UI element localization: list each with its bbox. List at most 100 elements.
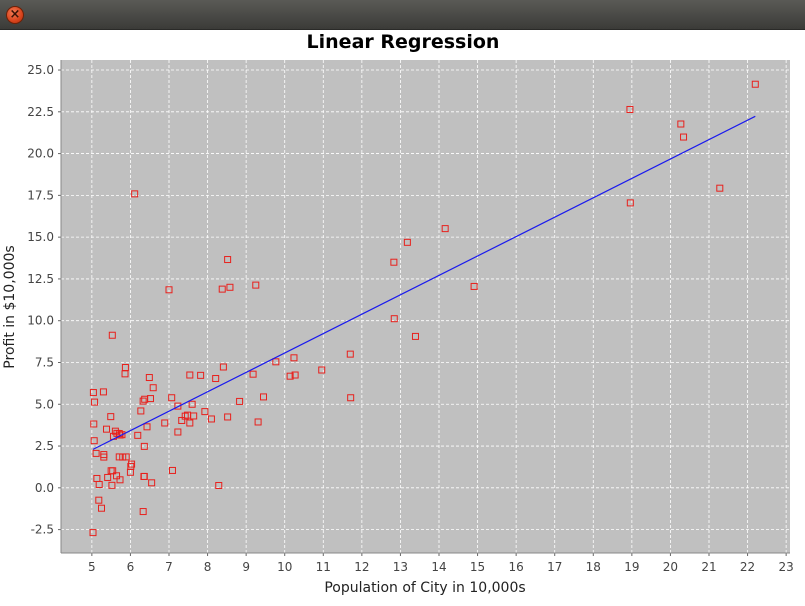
data-point bbox=[146, 395, 154, 403]
y-tick-label: -2.5 bbox=[31, 523, 54, 537]
y-tick-label: 12.5 bbox=[27, 272, 54, 286]
data-point bbox=[168, 394, 176, 402]
data-point bbox=[201, 408, 209, 416]
data-point bbox=[100, 451, 108, 459]
data-point bbox=[165, 286, 173, 294]
close-icon[interactable]: × bbox=[6, 6, 24, 24]
x-tick-label: 17 bbox=[547, 560, 562, 574]
x-tick-label: 11 bbox=[316, 560, 331, 574]
data-point bbox=[174, 402, 182, 410]
data-point bbox=[108, 331, 116, 339]
data-point bbox=[98, 504, 105, 512]
x-tick-label: 13 bbox=[393, 560, 408, 574]
data-point bbox=[178, 416, 186, 424]
data-point bbox=[224, 413, 232, 421]
data-point bbox=[677, 120, 685, 128]
data-point bbox=[260, 393, 267, 401]
data-point bbox=[115, 453, 123, 461]
data-point bbox=[219, 363, 227, 371]
data-point bbox=[174, 428, 182, 436]
data-point bbox=[411, 332, 419, 340]
data-point bbox=[139, 508, 147, 516]
y-tick-label: 17.5 bbox=[27, 188, 54, 202]
data-point bbox=[212, 375, 220, 383]
y-tick-label: 2.5 bbox=[35, 439, 54, 453]
x-tick-label: 22 bbox=[740, 560, 755, 574]
data-point bbox=[272, 358, 280, 366]
data-point bbox=[716, 184, 724, 192]
data-point bbox=[140, 442, 148, 450]
data-point bbox=[347, 394, 355, 402]
data-point bbox=[126, 468, 134, 476]
data-point bbox=[286, 372, 294, 380]
data-point bbox=[252, 281, 260, 289]
x-tick-label: 19 bbox=[624, 560, 639, 574]
data-point bbox=[680, 133, 688, 141]
y-tick-label: 7.5 bbox=[35, 355, 54, 369]
data-point bbox=[92, 449, 100, 457]
data-point bbox=[190, 412, 198, 420]
chart-title: Linear Regression bbox=[307, 31, 500, 53]
data-point bbox=[161, 419, 169, 427]
data-point bbox=[254, 418, 262, 426]
data-point bbox=[108, 481, 116, 489]
data-point bbox=[148, 479, 156, 487]
data-point bbox=[103, 425, 111, 433]
data-point bbox=[149, 384, 157, 392]
data-point bbox=[140, 472, 148, 480]
x-tick-label: 7 bbox=[165, 560, 173, 574]
data-point bbox=[390, 315, 398, 323]
data-point bbox=[226, 283, 234, 291]
grid-lines bbox=[61, 60, 790, 553]
data-point bbox=[104, 473, 112, 481]
data-point bbox=[218, 285, 226, 293]
data-point bbox=[186, 371, 194, 379]
data-point bbox=[626, 199, 634, 207]
data-point bbox=[207, 415, 215, 423]
plot-area bbox=[61, 60, 790, 553]
data-point bbox=[236, 397, 244, 405]
data-point bbox=[116, 476, 124, 484]
y-tick-label: 10.0 bbox=[27, 314, 54, 328]
regression-line-path bbox=[92, 115, 756, 450]
data-point bbox=[113, 429, 121, 437]
x-tick-label: 23 bbox=[779, 560, 794, 574]
data-point bbox=[131, 190, 139, 198]
x-tick-label: 12 bbox=[354, 560, 369, 574]
data-point bbox=[168, 466, 176, 474]
x-tick-label: 14 bbox=[431, 560, 446, 574]
x-tick-label: 21 bbox=[701, 560, 716, 574]
data-points bbox=[89, 80, 759, 537]
data-point bbox=[89, 529, 97, 537]
chart-frame: Linear Regression 5 6 7 8 9 10 11 12 13 14 15 16 17 1… bbox=[0, 30, 805, 606]
data-point bbox=[197, 371, 205, 379]
data-point bbox=[188, 400, 196, 408]
data-point bbox=[121, 363, 129, 371]
data-point bbox=[95, 480, 103, 488]
x-tick-label: 5 bbox=[88, 560, 96, 574]
data-point bbox=[90, 420, 98, 428]
x-tick-label: 9 bbox=[242, 560, 250, 574]
data-point bbox=[403, 238, 411, 246]
data-point bbox=[470, 282, 478, 290]
data-point bbox=[318, 366, 326, 374]
data-point bbox=[145, 374, 153, 382]
data-point bbox=[143, 423, 151, 431]
x-tick-label: 6 bbox=[127, 560, 135, 574]
x-tick-label: 15 bbox=[470, 560, 485, 574]
y-tick-label: 0.0 bbox=[35, 481, 54, 495]
y-tick-label: 25.0 bbox=[27, 63, 54, 77]
y-tick-label: 5.0 bbox=[35, 397, 54, 411]
y-axis: -2.5 0.0 2.5 5.0 7.5 10.0 12.5 15.0 17.5 20.0 22.5… bbox=[27, 60, 62, 553]
x-tick-label: 16 bbox=[509, 560, 524, 574]
data-point bbox=[128, 460, 136, 468]
y-axis-label: Profit in $10,000s bbox=[2, 245, 18, 368]
data-point bbox=[346, 350, 354, 358]
data-point bbox=[107, 413, 115, 421]
chart: Linear Regression 5 6 7 8 9 10 11 12 13 14 15 16 17 1… bbox=[2, 31, 794, 596]
x-tick-label: 18 bbox=[586, 560, 601, 574]
data-point bbox=[224, 256, 232, 264]
data-point bbox=[626, 105, 634, 113]
data-point bbox=[90, 437, 98, 445]
x-tick-label: 8 bbox=[204, 560, 212, 574]
